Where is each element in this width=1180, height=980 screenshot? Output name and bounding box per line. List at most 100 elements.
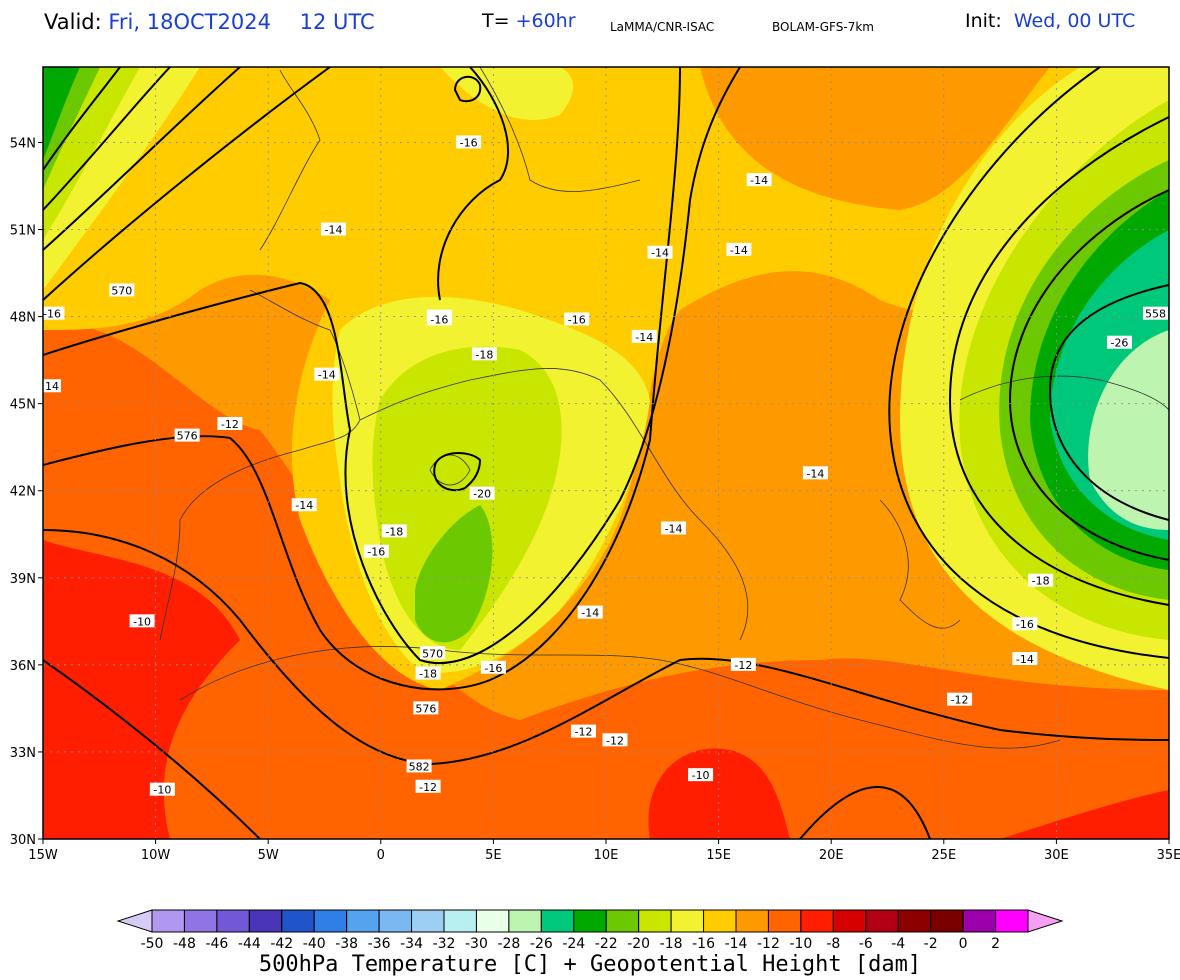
temperature-contour-label: -10 (129, 614, 155, 628)
temperature-contour-label: -12 (415, 779, 441, 794)
colorbar-tick-label: -50 (141, 936, 164, 952)
init-time-header: Init: Wed, 00 UTC (965, 10, 1135, 32)
temperature-contour-label: -14 (661, 521, 687, 535)
temperature-contour-label-text: -12 (574, 726, 592, 739)
colorbar-tick-label: 0 (959, 936, 968, 952)
colorbar-tick-label: -30 (465, 936, 488, 952)
lead-value: +60hr (515, 10, 576, 32)
contour-nw-2 (43, 67, 241, 251)
temperature-contour-label: -14 (321, 222, 347, 237)
temperature-fill-20 (415, 505, 493, 643)
contour-nw-4 (43, 67, 121, 171)
contour-588 (43, 659, 261, 839)
temperature-contour-label-text: -20 (473, 488, 491, 501)
temperature-fill-east-26 (1088, 330, 1169, 530)
temperature-contour-label: -18 (381, 524, 407, 538)
lon-tick-label: 35E (1157, 848, 1180, 863)
colorbar-tick-label: -42 (270, 936, 293, 952)
colorbar-swatch (930, 909, 964, 933)
temperature-contour-label-box (480, 660, 506, 674)
lon-tick-label: 20E (819, 848, 844, 863)
colorbar-title: 500hPa Temperature [C] + Geopotential He… (258, 952, 922, 977)
temperature-contour-label: -14 (314, 367, 340, 382)
temperature-contour-label-text: -16 (568, 313, 586, 326)
temperature-contour-label-box (577, 605, 603, 619)
temperature-contour-label-box (631, 329, 657, 343)
temperature-contour-label-text: -14 (581, 607, 599, 620)
temperature-field: 570570576570576582558 -16-14-14-14-14-16… (43, 67, 1169, 839)
temperature-contour-label-box (661, 521, 687, 535)
colorbar-swatch (378, 909, 413, 933)
temperature-contour-label: -16 (43, 306, 65, 321)
temperature-fill-warm (43, 325, 1169, 839)
colorbar-tick-label: -38 (335, 936, 358, 952)
colorbar-swatch (865, 909, 899, 933)
colorbar-swatch (183, 909, 218, 933)
colorbar-tick-label: -22 (595, 936, 618, 952)
colorbar-tick-label: -40 (303, 936, 326, 952)
temperature-contour-label: -16 (1012, 617, 1038, 631)
temperature-contour-label: -16 (426, 312, 452, 326)
temperature-contour-label-text: 14 (45, 380, 59, 393)
colorbar-tick-label: -48 (173, 936, 196, 952)
temperature-fill-hot-east (1000, 790, 1169, 839)
contour-east-3 (1008, 189, 1169, 561)
lat-tick-label: 51N (10, 224, 36, 239)
temperature-contour-label-text: -14 (665, 522, 683, 535)
colorbar-swatch (151, 909, 185, 933)
lat-tick-label: 30N (10, 833, 36, 848)
temperature-fill-16-north (440, 67, 574, 120)
lon-tick-label: 25E (931, 848, 956, 863)
temperature-contour-label-text: -16 (460, 136, 478, 149)
temperature-contour-label-box (647, 245, 673, 259)
init-label: Init: (965, 10, 1002, 32)
colorbar-tick-label: -14 (725, 936, 748, 952)
coastline-black-sea (959, 375, 1169, 411)
temperature-contour-label-text: -18 (1032, 575, 1050, 588)
height-contour-label-text: 570 (111, 284, 132, 297)
colorbar-tick-label: -32 (433, 936, 456, 952)
height-contour-label-text: 558 (1145, 308, 1166, 321)
temperature-contour-label: -14 (577, 605, 603, 620)
temperature-contour-label-box (217, 416, 243, 430)
coastline-north-africa (179, 646, 1061, 749)
temperature-contour-label-text: -10 (692, 769, 710, 782)
valid-time-header: Valid: Fri, 18OCT2024 12 UTC (44, 10, 375, 34)
height-contour-label-text: 576 (177, 430, 198, 443)
contour-south-east (799, 785, 931, 839)
valid-label: Valid: (44, 10, 102, 34)
contour-low-center (433, 452, 482, 492)
colorbar-swatch (832, 909, 867, 933)
height-contour-labels: 570570576570576582558 (109, 283, 1168, 773)
temperature-contour-label-box (726, 242, 752, 256)
temperature-contour-label-text: -16 (43, 308, 61, 321)
lon-tick-label: 5W (258, 848, 279, 863)
temperature-contour-label-text: -14 (651, 247, 669, 260)
temperature-contour-label-box (426, 312, 452, 326)
temperature-contour-label-box (688, 768, 714, 782)
colorbar-swatch (897, 909, 932, 933)
temperature-contour-label-box (1028, 573, 1054, 587)
colorbar-swatch (313, 909, 348, 933)
lat-tick-label: 33N (10, 746, 36, 761)
height-contour-label: 576 (413, 701, 439, 715)
contour-570 (43, 67, 741, 665)
height-contour-label-text: 582 (409, 760, 430, 773)
colorbar-swatch (670, 909, 705, 933)
colorbar-swatch (248, 909, 283, 933)
model-label: BOLAM-GFS-7km (772, 20, 874, 34)
temperature-contour-label-text: -12 (951, 694, 969, 707)
temperature-contour-label-box (415, 779, 441, 793)
lon-tick-label: 15E (706, 848, 731, 863)
temperature-contour-label-text: -26 (1110, 337, 1128, 350)
temperature-contour-label-text: -18 (419, 668, 437, 681)
temperature-contour-label: -12 (217, 416, 243, 431)
temperature-contour-label: -14 (291, 498, 317, 512)
contour-nw-1 (43, 67, 331, 301)
colorbar-tick-label: -16 (692, 936, 715, 952)
height-contour-label-box (413, 701, 439, 715)
temperature-contour-label: -18 (471, 347, 497, 361)
temperature-contour-label-box (730, 657, 756, 671)
colorbar-tick-label: -10 (789, 936, 812, 952)
height-contour-label-text: 570 (422, 647, 443, 660)
